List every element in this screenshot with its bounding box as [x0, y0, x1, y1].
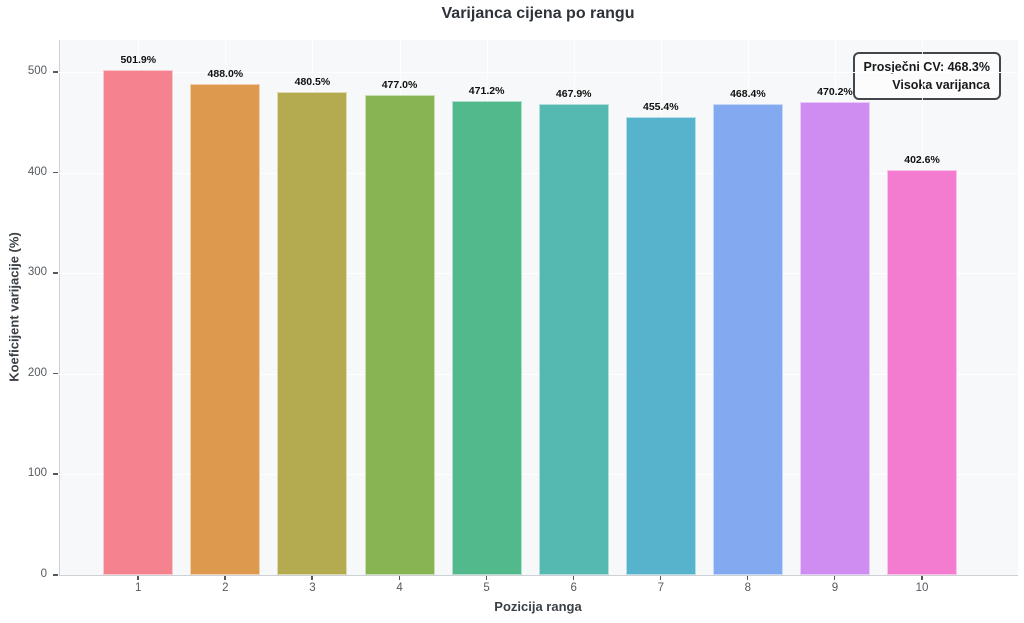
annotation-line-variance-note: Visoka varijanca	[892, 78, 990, 93]
x-axis-label: Pozicija ranga	[494, 599, 582, 614]
bar-rank-2	[190, 84, 261, 575]
x-tick-label: 3	[309, 582, 316, 594]
x-tick-label: 6	[570, 582, 577, 594]
x-tick-mark	[485, 576, 488, 580]
y-tick-mark	[53, 574, 58, 576]
bar-rank-6	[538, 104, 609, 575]
x-tick-mark	[137, 576, 139, 580]
y-gridline	[59, 273, 1017, 275]
bar-value-label: 471.2%	[468, 85, 505, 98]
y-tick-label: 300	[27, 266, 47, 279]
annotation-line-mean-cv: Prosječni CV: 468.3%	[863, 60, 990, 74]
bar-value-label: 455.4%	[642, 101, 679, 114]
y-tick-label: 500	[27, 65, 47, 78]
bar-rank-3	[277, 91, 348, 575]
bar-rank-10	[887, 170, 958, 575]
x-tick-mark	[398, 576, 401, 580]
x-tick-label: 9	[831, 582, 839, 594]
y-tick-label: 0	[40, 568, 47, 580]
y-tick-label: 400	[27, 165, 47, 178]
y-tick-mark	[53, 473, 58, 475]
y-gridline	[59, 474, 1017, 476]
bar-value-label: 467.9%	[555, 88, 592, 101]
y-tick-label: 100	[27, 467, 47, 480]
y-tick-mark	[53, 272, 58, 274]
x-tick-mark	[746, 576, 749, 580]
x-tick-label: 1	[135, 582, 142, 594]
bar-rank-8	[712, 103, 783, 575]
bar-rank-5	[451, 101, 522, 575]
y-gridline	[59, 72, 1017, 74]
x-tick-mark	[311, 576, 313, 580]
x-tick-label: 10	[915, 582, 929, 594]
x-tick-label: 4	[396, 582, 403, 594]
x-tick-mark	[572, 576, 575, 580]
y-gridline	[59, 172, 1017, 174]
x-tick-mark	[833, 576, 836, 580]
bar-rank-9	[799, 102, 870, 575]
annotation-box: Prosječni CV: 468.3% Visoka varijanca	[852, 52, 1001, 101]
y-tick-mark	[53, 171, 58, 174]
bar-rank-4	[364, 95, 435, 575]
bar-value-label: 477.0%	[381, 79, 418, 92]
bar-value-label: 501.9%	[120, 54, 157, 67]
bar-rank-7	[625, 117, 696, 575]
bar-value-label: 480.5%	[294, 75, 331, 88]
x-tick-label: 7	[657, 582, 664, 594]
x-tick-mark	[921, 576, 923, 580]
x-tick-label: 5	[483, 582, 490, 594]
chart-title: Varijanca cijena po rangu	[441, 5, 635, 22]
y-gridline	[59, 373, 1017, 375]
y-tick-label: 200	[27, 366, 47, 379]
x-tick-label: 2	[222, 582, 229, 594]
y-tick-mark	[53, 71, 58, 73]
bar-rank-1	[103, 70, 174, 575]
bar-value-label: 468.4%	[730, 87, 766, 100]
x-tick-mark	[224, 576, 226, 580]
bar-value-label: 470.2%	[817, 86, 853, 99]
bar-value-label: 402.6%	[904, 154, 940, 167]
x-tick-mark	[659, 576, 662, 580]
y-tick-mark	[53, 372, 58, 375]
y-axis-label: Koeficijent varijacije (%)	[6, 232, 22, 382]
bar-value-label: 488.0%	[207, 68, 244, 81]
x-tick-label: 8	[744, 582, 752, 594]
